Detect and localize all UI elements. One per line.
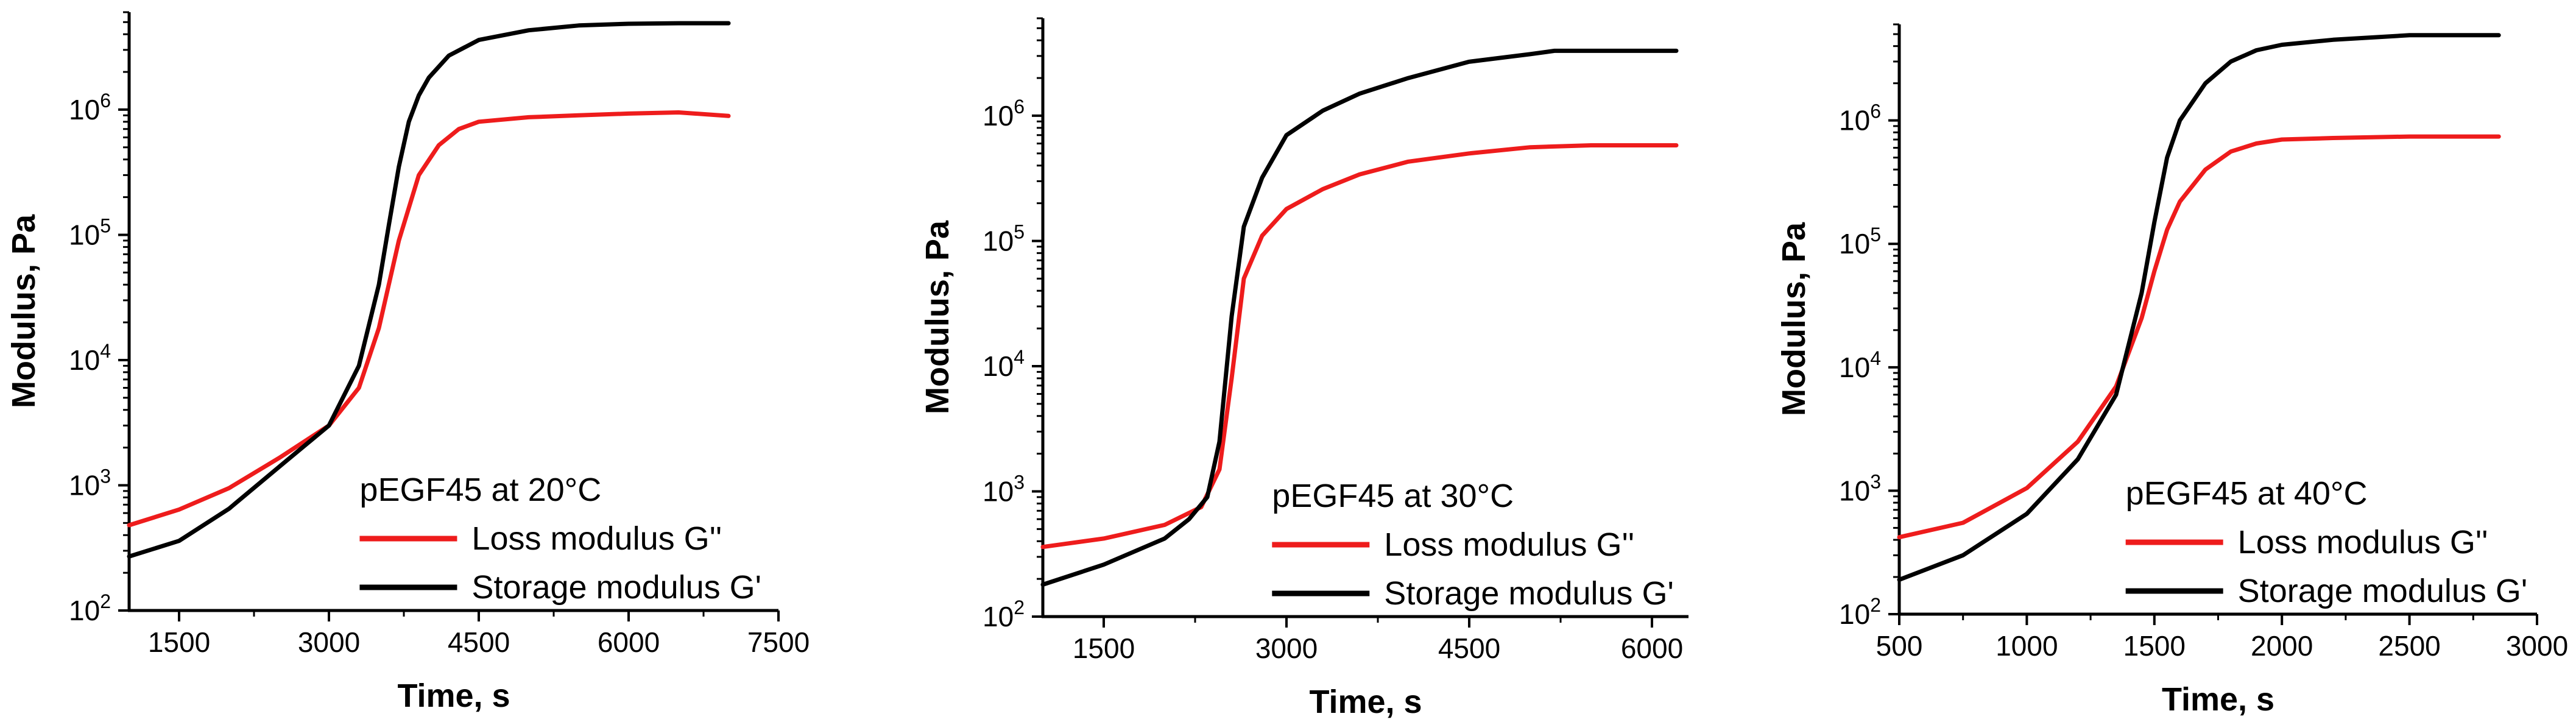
legend-label: Loss modulus G'' — [471, 520, 722, 557]
legend-label: Loss modulus G'' — [1384, 526, 1634, 563]
y-tick-label: 104 — [69, 340, 111, 376]
legend-label: Storage modulus G' — [1384, 575, 1674, 612]
x-tick-label: 1500 — [2123, 630, 2186, 662]
x-tick-label: 1500 — [1073, 632, 1135, 664]
x-tick-label: 7500 — [747, 626, 810, 658]
series-line-storage-modulus — [127, 21, 731, 559]
y-tick-label: 103 — [983, 471, 1025, 507]
legend-title: pEGF45 at 20°C — [359, 472, 601, 508]
legend-title: pEGF45 at 30°C — [1272, 478, 1514, 514]
series-line-storage-modulus — [1897, 33, 2501, 582]
x-tick-label: 3000 — [2506, 630, 2568, 662]
y-axis-title: Modulus, Pa — [919, 220, 956, 414]
x-axis-title: Time, s — [397, 678, 510, 714]
y-tick-label: 105 — [1839, 224, 1881, 260]
y-axis-title: Modulus, Pa — [1776, 222, 1812, 416]
x-tick-label: 3000 — [1255, 632, 1318, 664]
y-tick-label: 103 — [1839, 470, 1881, 506]
x-tick-label: 3000 — [298, 626, 360, 658]
legend-title: pEGF45 at 40°C — [2126, 475, 2368, 512]
series-line-loss-modulus — [1040, 143, 1679, 550]
x-tick-label: 500 — [1876, 630, 1923, 662]
x-tick-label: 6000 — [1621, 632, 1683, 664]
chart-panel-2: 102 103 104 105 106 1500 3000 4500 6000 Time, s Mo… — [919, 17, 1689, 720]
series-line-loss-modulus — [1897, 134, 2501, 540]
y-tick-label: 104 — [1839, 347, 1881, 383]
y-tick-label: 105 — [983, 221, 1025, 257]
series-line-storage-modulus — [1040, 48, 1679, 587]
y-tick-label: 105 — [69, 214, 111, 250]
x-tick-label: 6000 — [598, 626, 660, 658]
legend-label: Loss modulus G'' — [2238, 524, 2488, 561]
chart-panel-3: 102 103 104 105 106 500 1000 1500 2000 2500 3000 Ti… — [1776, 23, 2568, 718]
y-tick-label: 102 — [983, 596, 1025, 632]
y-tick-label: 102 — [69, 590, 111, 626]
series-line-loss-modulus — [127, 110, 731, 528]
y-tick-label: 102 — [1839, 594, 1881, 630]
legend-label: Storage modulus G' — [2238, 573, 2528, 609]
y-tick-label: 106 — [69, 90, 111, 126]
x-tick-label: 1000 — [1996, 630, 2058, 662]
legend-label: Storage modulus G' — [471, 569, 761, 606]
x-axis-title: Time, s — [2162, 681, 2274, 718]
x-tick-label: 2000 — [2251, 630, 2313, 662]
x-tick-label: 4500 — [448, 626, 510, 658]
y-tick-label: 104 — [983, 346, 1025, 382]
x-tick-label: 4500 — [1438, 632, 1500, 664]
x-tick-label: 1500 — [148, 626, 210, 658]
y-tick-label: 103 — [69, 465, 111, 501]
y-tick-label: 106 — [983, 96, 1025, 132]
x-axis-title: Time, s — [1309, 684, 1422, 720]
chart-panel-1: 102 103 104 105 106 1500 3000 4500 6000 7500 Time,… — [5, 11, 810, 714]
x-tick-label: 2500 — [2378, 630, 2440, 662]
y-axis-title: Modulus, Pa — [5, 214, 42, 408]
y-tick-label: 106 — [1839, 101, 1881, 136]
